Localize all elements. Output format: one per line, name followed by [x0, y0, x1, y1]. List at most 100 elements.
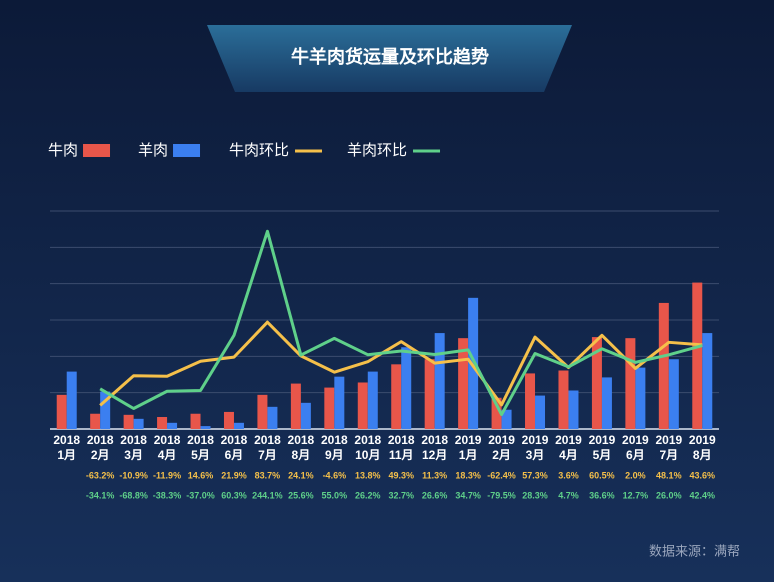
- data-label: 60.3%: [221, 490, 247, 500]
- x-tick-label: 4月: [559, 448, 578, 462]
- x-tick-label: 2月: [91, 448, 110, 462]
- legend-label: 牛肉: [48, 142, 78, 159]
- bar: [601, 377, 612, 429]
- data-label: 11.3%: [422, 470, 447, 480]
- x-tick-label: 6月: [626, 448, 645, 462]
- x-tick-label: 12月: [422, 448, 447, 462]
- data-label: 49.3%: [388, 470, 414, 480]
- bar: [257, 394, 268, 429]
- bar: [591, 337, 602, 429]
- x-tick-label: 2019: [689, 433, 716, 447]
- x-tick-label: 2018: [421, 433, 448, 447]
- data-label: 26.6%: [422, 490, 448, 500]
- bar: [668, 359, 679, 429]
- bar: [357, 382, 368, 429]
- x-tick-label: 2月: [492, 448, 511, 462]
- bar: [434, 333, 445, 429]
- bar: [625, 338, 636, 429]
- x-tick-label: 2018: [87, 433, 114, 447]
- data-label: 4.7%: [558, 490, 579, 500]
- legend-label: 牛肉环比: [229, 142, 289, 159]
- data-label: 18.3%: [455, 470, 481, 480]
- bar: [56, 394, 67, 429]
- x-tick-label: 2019: [488, 433, 515, 447]
- x-tick-label: 5月: [593, 448, 612, 462]
- x-tick-label: 8月: [693, 448, 712, 462]
- bar: [458, 338, 469, 429]
- legend-swatch: [173, 144, 201, 157]
- bar: [692, 282, 703, 429]
- x-tick-label: 9月: [325, 448, 344, 462]
- legend-label: 羊肉环比: [347, 142, 407, 159]
- data-label: 36.6%: [589, 490, 615, 500]
- source: 数据来源：满帮: [649, 543, 740, 558]
- x-tick-label: 1月: [57, 448, 76, 462]
- x-tick-label: 2018: [354, 433, 381, 447]
- bar: [100, 391, 111, 429]
- data-label: -10.9%: [119, 470, 148, 480]
- bar: [233, 422, 244, 429]
- bar: [501, 409, 512, 429]
- bar: [123, 414, 134, 429]
- data-label: 43.6%: [690, 470, 716, 480]
- title-banner: [207, 25, 572, 92]
- bar: [468, 297, 479, 429]
- legend-label: 羊肉: [138, 142, 168, 159]
- legend-swatch: [83, 144, 111, 157]
- x-tick-label: 2019: [455, 433, 482, 447]
- bar: [491, 397, 502, 429]
- data-label: -11.9%: [153, 470, 181, 480]
- x-tick-label: 2018: [53, 433, 80, 447]
- data-label: 48.1%: [656, 470, 682, 480]
- data-label: 25.6%: [288, 490, 314, 500]
- x-tick-label: 4月: [158, 448, 177, 462]
- bar: [635, 367, 646, 429]
- x-tick-label: 2018: [321, 433, 348, 447]
- bar: [568, 390, 579, 429]
- bar: [525, 373, 536, 429]
- data-label: 14.6%: [188, 470, 214, 480]
- bar: [324, 387, 335, 429]
- data-label: 244.1%: [252, 490, 283, 500]
- data-label: 83.7%: [255, 470, 281, 480]
- data-label: -63.2%: [86, 470, 115, 480]
- x-tick-label: 7月: [258, 448, 277, 462]
- data-label: -34.1%: [86, 490, 115, 500]
- data-label: 24.1%: [288, 470, 314, 480]
- bar: [558, 370, 569, 429]
- x-tick-label: 3月: [526, 448, 545, 462]
- bar: [391, 364, 402, 429]
- data-label: -37.0%: [186, 490, 215, 500]
- x-tick-label: 10月: [355, 448, 380, 462]
- data-label: 3.6%: [558, 470, 579, 480]
- data-label: 60.5%: [589, 470, 615, 480]
- line: [99, 320, 703, 407]
- x-tick-label: 2019: [522, 433, 549, 447]
- bar: [334, 376, 345, 429]
- x-tick-label: 11月: [389, 448, 414, 462]
- bar: [535, 395, 546, 429]
- x-tick-label: 2018: [221, 433, 248, 447]
- data-label: 12.7%: [623, 490, 649, 500]
- bar: [157, 417, 168, 429]
- x-tick-label: 2018: [120, 433, 147, 447]
- data-label: 28.3%: [522, 490, 548, 500]
- line: [99, 229, 703, 417]
- data-label: -4.6%: [323, 470, 347, 480]
- bar: [133, 418, 144, 429]
- bar: [367, 371, 378, 429]
- bar: [300, 402, 311, 429]
- data-label: -79.5%: [487, 490, 516, 500]
- chart-title: 牛羊肉货运量及环比趋势: [291, 46, 489, 67]
- data-label: 55.0%: [322, 490, 348, 500]
- bar: [658, 302, 669, 429]
- x-tick-label: 6月: [225, 448, 244, 462]
- data-label: -62.4%: [487, 470, 516, 480]
- x-tick-label: 5月: [191, 448, 210, 462]
- data-label: 32.7%: [388, 490, 414, 500]
- x-tick-label: 2018: [388, 433, 415, 447]
- data-label: -68.8%: [119, 490, 148, 500]
- bar: [267, 406, 278, 429]
